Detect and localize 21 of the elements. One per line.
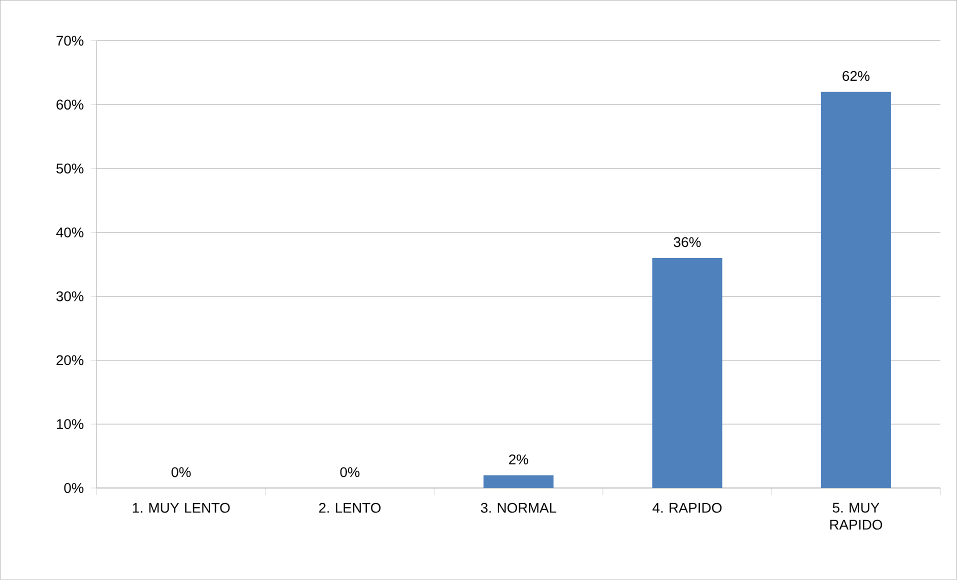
data-label: 2% (509, 454, 528, 464)
x-tick-label: 5. MUY RAPIDO (830, 503, 882, 530)
y-tick-label: 40% (56, 228, 84, 238)
data-label: 0% (340, 467, 360, 478)
x-tick-label: 1. MUY LENTO (132, 502, 230, 513)
bar (484, 475, 554, 488)
bar (652, 258, 722, 488)
x-tick-label: 4. RAPIDO (652, 502, 722, 513)
y-tick-label: 50% (56, 164, 84, 174)
data-label: 62% (842, 71, 870, 82)
y-tick-label: 60% (56, 100, 84, 110)
x-tick-label: 3. NORMAL (480, 502, 556, 513)
y-tick-label: 30% (56, 291, 84, 302)
data-label: 0% (172, 467, 191, 478)
y-tick-label: 20% (56, 355, 84, 366)
y-tick-label: 70% (56, 36, 84, 46)
data-label: 36% (674, 237, 701, 248)
y-tick-label: 10% (56, 419, 84, 430)
x-tick-label: 2. LENTO (319, 502, 381, 513)
bar (820, 92, 891, 488)
y-tick-label: 0% (64, 483, 84, 494)
